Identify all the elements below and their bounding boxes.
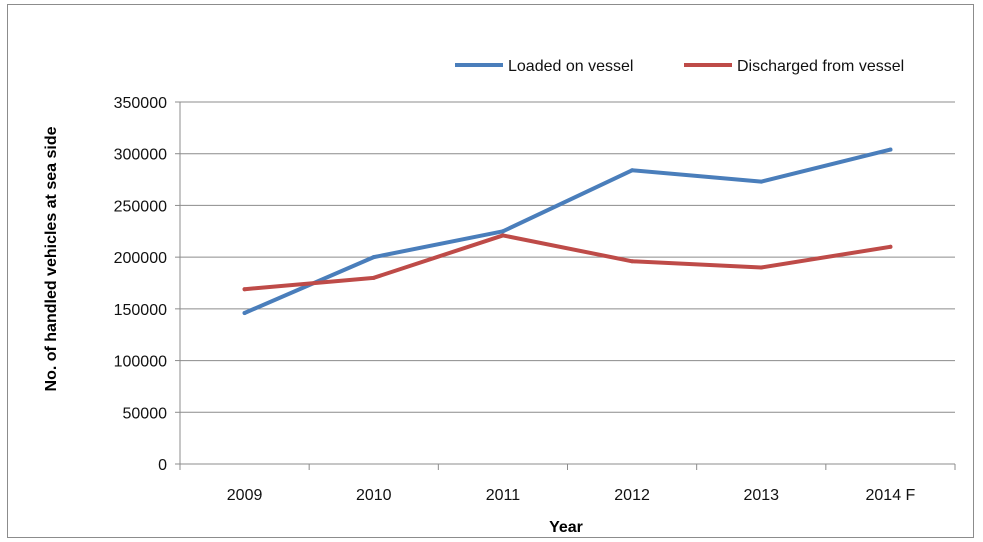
series-line-loaded-on-vessel: [242, 147, 893, 315]
data-point-loaded-on-vessel: [759, 179, 764, 184]
series-line-discharged-from-vessel: [242, 233, 893, 292]
data-point-loaded-on-vessel: [888, 147, 893, 152]
y-tick-label: 100000: [114, 354, 167, 371]
legend: Loaded on vessel Discharged from vessel: [455, 58, 904, 75]
y-tick-label: 200000: [114, 250, 167, 267]
y-tick-label: 150000: [114, 302, 167, 319]
x-tick-labels: 2009 2010 2011 2012 2013 2014 F: [227, 487, 916, 504]
y-tick-label: 300000: [114, 147, 167, 164]
y-tick-label: 250000: [114, 198, 167, 215]
data-point-discharged-from-vessel: [759, 265, 764, 270]
y-tick-labels: 0 50000 100000 150000 200000 250000 300000 3500…: [114, 95, 167, 474]
data-point-discharged-from-vessel: [242, 287, 247, 292]
data-point-loaded-on-vessel: [630, 168, 635, 173]
y-axis-title: No. of handled vehicles at sea side: [43, 126, 60, 391]
data-point-discharged-from-vessel: [630, 259, 635, 264]
y-tick-label: 50000: [123, 405, 168, 422]
data-point-discharged-from-vessel: [500, 233, 505, 238]
data-point-loaded-on-vessel: [500, 229, 505, 234]
x-tick-label: 2013: [743, 487, 779, 504]
x-tick-label: 2014 F: [866, 487, 916, 504]
data-point-loaded-on-vessel: [242, 310, 247, 315]
x-tick-label: 2009: [227, 487, 263, 504]
x-axis-title: Year: [549, 519, 583, 536]
y-tick-label: 350000: [114, 95, 167, 112]
x-tick-label: 2010: [356, 487, 392, 504]
x-tick-label: 2012: [614, 487, 650, 504]
legend-label-loaded-on-vessel: Loaded on vessel: [508, 58, 633, 75]
legend-label-discharged-from-vessel: Discharged from vessel: [737, 58, 904, 75]
x-tick-label: 2011: [486, 487, 521, 504]
y-tick-label: 0: [158, 457, 167, 474]
data-point-discharged-from-vessel: [888, 244, 893, 249]
data-point-discharged-from-vessel: [371, 275, 376, 280]
axes: [175, 101, 956, 470]
data-point-loaded-on-vessel: [371, 255, 376, 260]
chart-frame: [7, 4, 974, 538]
series-lines: [242, 147, 893, 315]
gridlines: [180, 101, 955, 413]
